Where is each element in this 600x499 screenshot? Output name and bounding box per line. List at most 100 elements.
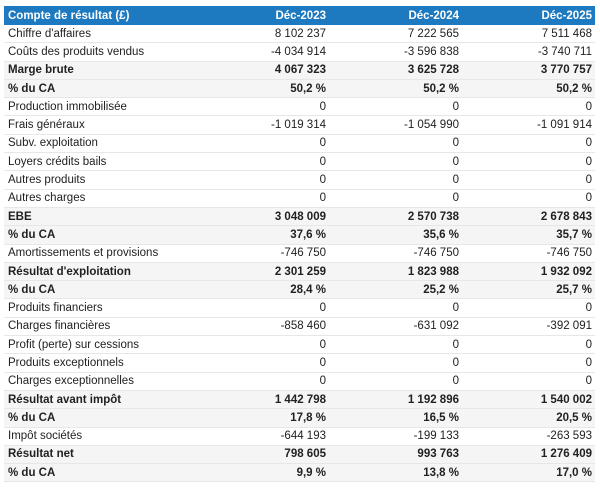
row-label: Résultat avant impôt <box>4 390 196 410</box>
cell-value-dec-2024: 25,2 % <box>329 280 462 300</box>
table-row: Autres produits 0 0 0 <box>4 170 595 190</box>
table-row: Résultat d'exploitation 2 301 259 1 823 … <box>4 262 595 282</box>
row-label: Autres produits <box>4 170 196 190</box>
cell-value-dec-2023: -1 019 314 <box>196 115 329 135</box>
compte-de-resultat: Compte de résultat (£) Déc-2023 Déc-2024… <box>4 6 595 483</box>
table-row: Produits financiers 0 0 0 <box>4 298 595 318</box>
table-row: % du CA 28,4 % 25,2 % 25,7 % <box>4 280 595 300</box>
table-row: % du CA 17,8 % 16,5 % 20,5 % <box>4 408 595 428</box>
cell-value-dec-2023: -746 750 <box>196 244 329 263</box>
row-label: Loyers crédits bails <box>4 152 196 172</box>
cell-value-dec-2024: 0 <box>329 152 462 172</box>
cell-value-dec-2025: 1 276 409 <box>462 445 595 465</box>
table-row: Loyers crédits bails 0 0 0 <box>4 152 595 172</box>
cell-value-dec-2024: -199 133 <box>329 427 462 446</box>
cell-value-dec-2025: -392 091 <box>462 317 595 337</box>
cell-value-dec-2023: 4 067 323 <box>196 61 329 80</box>
cell-value-dec-2025: 0 <box>462 189 595 208</box>
cell-value-dec-2025: 0 <box>462 298 595 318</box>
cell-value-dec-2023: 0 <box>196 298 329 318</box>
cell-value-dec-2023: 0 <box>196 353 329 373</box>
cell-value-dec-2024: 0 <box>329 372 462 391</box>
row-label: % du CA <box>4 280 196 300</box>
cell-value-dec-2024: 1 823 988 <box>329 262 462 282</box>
table-row: Marge brute 4 067 323 3 625 728 3 770 75… <box>4 61 595 80</box>
cell-value-dec-2025: 3 770 757 <box>462 61 595 80</box>
cell-value-dec-2024: 7 222 565 <box>329 25 462 44</box>
table-row: EBE 3 048 009 2 570 738 2 678 843 <box>4 207 595 227</box>
table-row: Résultat net 798 605 993 763 1 276 409 <box>4 445 595 465</box>
table-row: Chiffre d'affaires 8 102 237 7 222 565 7… <box>4 25 595 44</box>
row-label: EBE <box>4 207 196 227</box>
cell-value-dec-2025: 50,2 % <box>462 79 595 99</box>
row-label: % du CA <box>4 463 196 483</box>
cell-value-dec-2024: 0 <box>329 335 462 355</box>
table-row: Frais généraux -1 019 314 -1 054 990 -1 … <box>4 115 595 135</box>
cell-value-dec-2024: 3 625 728 <box>329 61 462 80</box>
table-row: Charges exceptionnelles 0 0 0 <box>4 372 595 391</box>
cell-value-dec-2024: 35,6 % <box>329 225 462 245</box>
cell-value-dec-2023: 1 442 798 <box>196 390 329 410</box>
row-label: Chiffre d'affaires <box>4 25 196 44</box>
table-row: Amortissements et provisions -746 750 -7… <box>4 244 595 263</box>
column-header-dec-2024: Déc-2024 <box>329 6 462 25</box>
cell-value-dec-2025: 2 678 843 <box>462 207 595 227</box>
cell-value-dec-2024: 0 <box>329 353 462 373</box>
cell-value-dec-2023: 0 <box>196 189 329 208</box>
cell-value-dec-2025: 1 932 092 <box>462 262 595 282</box>
cell-value-dec-2024: 0 <box>329 189 462 208</box>
table-row: % du CA 37,6 % 35,6 % 35,7 % <box>4 225 595 245</box>
cell-value-dec-2023: 37,6 % <box>196 225 329 245</box>
row-label: Marge brute <box>4 61 196 80</box>
table-row: Impôt sociétés -644 193 -199 133 -263 59… <box>4 427 595 446</box>
row-label: Amortissements et provisions <box>4 244 196 263</box>
row-label: % du CA <box>4 225 196 245</box>
cell-value-dec-2025: -3 740 711 <box>462 42 595 62</box>
cell-value-dec-2024: 0 <box>329 298 462 318</box>
table-row: Autres charges 0 0 0 <box>4 189 595 208</box>
cell-value-dec-2024: 50,2 % <box>329 79 462 99</box>
row-label: Production immobilisée <box>4 97 196 117</box>
cell-value-dec-2024: -746 750 <box>329 244 462 263</box>
row-label: Charges financières <box>4 317 196 337</box>
row-label: Profit (perte) sur cessions <box>4 335 196 355</box>
row-label: Coûts des produits vendus <box>4 42 196 62</box>
table-row: Résultat avant impôt 1 442 798 1 192 896… <box>4 390 595 410</box>
table-row: % du CA 9,9 % 13,8 % 17,0 % <box>4 463 595 483</box>
row-label: % du CA <box>4 79 196 99</box>
cell-value-dec-2023: 0 <box>196 372 329 391</box>
cell-value-dec-2024: 13,8 % <box>329 463 462 483</box>
cell-value-dec-2023: 0 <box>196 97 329 117</box>
cell-value-dec-2025: -263 593 <box>462 427 595 446</box>
row-label: % du CA <box>4 408 196 428</box>
cell-value-dec-2023: 0 <box>196 335 329 355</box>
cell-value-dec-2024: 16,5 % <box>329 408 462 428</box>
table-row: Subv. exploitation 0 0 0 <box>4 134 595 154</box>
cell-value-dec-2024: 1 192 896 <box>329 390 462 410</box>
cell-value-dec-2025: 0 <box>462 353 595 373</box>
income-statement-table: Compte de résultat (£) Déc-2023 Déc-2024… <box>4 6 595 483</box>
cell-value-dec-2023: 17,8 % <box>196 408 329 428</box>
cell-value-dec-2023: 0 <box>196 170 329 190</box>
cell-value-dec-2023: 3 048 009 <box>196 207 329 227</box>
cell-value-dec-2024: 2 570 738 <box>329 207 462 227</box>
cell-value-dec-2025: 0 <box>462 152 595 172</box>
table-title: Compte de résultat (£) <box>4 6 196 25</box>
row-label: Résultat d'exploitation <box>4 262 196 282</box>
row-label: Frais généraux <box>4 115 196 135</box>
cell-value-dec-2024: 993 763 <box>329 445 462 465</box>
cell-value-dec-2023: -4 034 914 <box>196 42 329 62</box>
cell-value-dec-2023: 9,9 % <box>196 463 329 483</box>
row-label: Résultat net <box>4 445 196 465</box>
cell-value-dec-2024: 0 <box>329 134 462 154</box>
cell-value-dec-2025: -1 091 914 <box>462 115 595 135</box>
cell-value-dec-2025: 17,0 % <box>462 463 595 483</box>
cell-value-dec-2023: 50,2 % <box>196 79 329 99</box>
cell-value-dec-2025: -746 750 <box>462 244 595 263</box>
cell-value-dec-2024: 0 <box>329 170 462 190</box>
row-label: Charges exceptionnelles <box>4 372 196 391</box>
cell-value-dec-2024: 0 <box>329 97 462 117</box>
cell-value-dec-2023: 8 102 237 <box>196 25 329 44</box>
column-header-dec-2025: Déc-2025 <box>462 6 595 25</box>
cell-value-dec-2025: 1 540 002 <box>462 390 595 410</box>
